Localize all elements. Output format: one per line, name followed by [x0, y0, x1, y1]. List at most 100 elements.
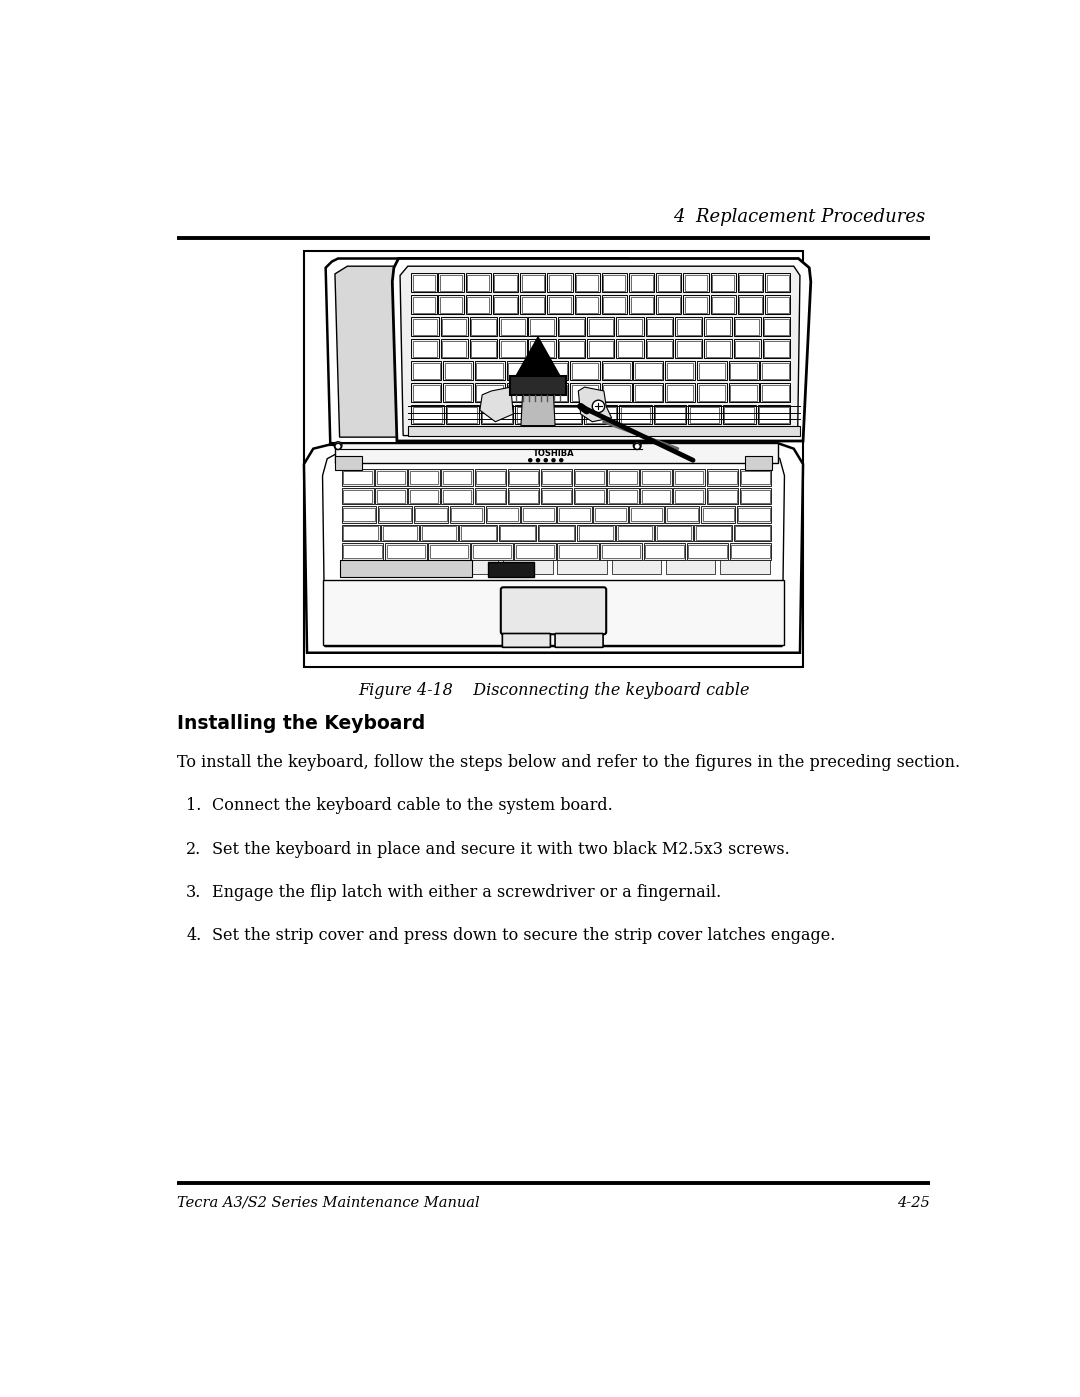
Bar [729, 362, 758, 380]
Text: 2.: 2. [186, 841, 201, 858]
Bar [762, 384, 788, 401]
Bar [508, 469, 539, 486]
Bar [522, 275, 544, 291]
Bar [759, 407, 788, 423]
Bar [500, 527, 535, 539]
Bar [642, 489, 671, 503]
Bar [674, 469, 705, 486]
Bar [604, 384, 630, 401]
Bar [629, 274, 654, 292]
Bar [516, 545, 554, 557]
Bar [657, 527, 691, 539]
Bar [703, 509, 733, 521]
Bar [557, 507, 592, 522]
Circle shape [559, 458, 563, 462]
Bar [699, 384, 726, 401]
Bar [501, 341, 525, 356]
Bar [499, 339, 527, 359]
Text: To install the keyboard, follow the steps below and refer to the figures in the : To install the keyboard, follow the step… [177, 754, 960, 771]
Bar [476, 363, 503, 379]
Bar [303, 251, 804, 666]
Bar [416, 509, 446, 521]
Bar [765, 341, 788, 356]
Bar [738, 274, 764, 292]
Bar [548, 295, 572, 314]
Bar [604, 296, 625, 313]
Bar [666, 384, 693, 401]
Bar [540, 384, 567, 401]
Bar [492, 295, 518, 314]
Bar [422, 527, 457, 539]
Bar [508, 363, 535, 379]
Bar [665, 362, 696, 380]
Bar [617, 317, 644, 337]
Bar [600, 543, 642, 560]
Bar [602, 545, 640, 557]
Bar [631, 509, 662, 521]
Bar [495, 296, 516, 313]
Bar [501, 319, 525, 335]
Bar [507, 383, 537, 402]
Bar [688, 545, 727, 557]
Bar [730, 543, 771, 560]
Bar [335, 443, 779, 462]
Bar [481, 405, 513, 425]
Bar [723, 405, 756, 425]
Bar [343, 545, 382, 557]
Bar [476, 258, 505, 264]
Bar [514, 543, 556, 560]
Bar [685, 275, 707, 291]
Circle shape [592, 400, 605, 412]
Bar [631, 275, 652, 291]
Bar [656, 525, 693, 541]
Bar [607, 469, 638, 486]
Bar [549, 275, 571, 291]
Bar [516, 407, 546, 423]
Bar [607, 488, 638, 504]
Bar [576, 471, 604, 485]
Bar [765, 319, 788, 335]
Bar [408, 469, 440, 486]
FancyBboxPatch shape [555, 633, 603, 647]
Bar [475, 362, 504, 380]
Bar [731, 545, 770, 557]
Bar [375, 488, 407, 504]
Bar [443, 489, 471, 503]
Bar [644, 543, 685, 560]
Bar [473, 545, 511, 557]
Bar [767, 275, 788, 291]
Bar [394, 560, 444, 574]
Bar [676, 319, 701, 335]
Polygon shape [578, 387, 611, 422]
Bar [522, 507, 556, 522]
Bar [576, 296, 598, 313]
Bar [465, 295, 491, 314]
Text: Installing the Keyboard: Installing the Keyboard [177, 714, 426, 733]
Bar [540, 363, 567, 379]
Text: Tecra A3/S2 Series Maintenance Manual: Tecra A3/S2 Series Maintenance Manual [177, 1196, 480, 1210]
Bar [379, 509, 410, 521]
Bar [414, 507, 448, 522]
Bar [706, 341, 730, 356]
Bar [579, 527, 613, 539]
Bar [577, 525, 615, 541]
Bar [694, 525, 732, 541]
Bar [588, 339, 615, 359]
Bar [657, 274, 681, 292]
Bar [762, 339, 791, 359]
Polygon shape [335, 267, 636, 437]
Bar [557, 560, 607, 574]
Bar [515, 405, 548, 425]
Bar [653, 405, 687, 425]
Bar [474, 469, 507, 486]
Bar [760, 383, 791, 402]
Bar [675, 489, 703, 503]
Bar [666, 560, 715, 574]
Circle shape [544, 458, 548, 462]
Bar [570, 362, 599, 380]
Bar [699, 363, 726, 379]
Circle shape [537, 458, 540, 462]
Bar [571, 363, 598, 379]
Bar [509, 471, 538, 485]
Bar [340, 560, 390, 574]
